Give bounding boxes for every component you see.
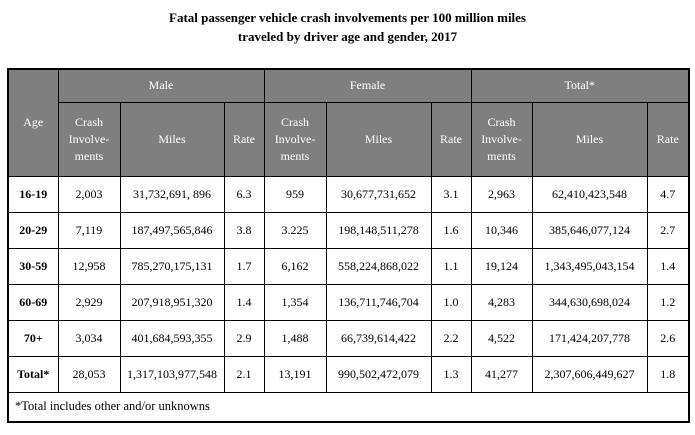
male-crash-cell: 28,053 bbox=[57, 356, 121, 394]
female-crash-involvements-header: Crash Involve-ments bbox=[263, 102, 327, 178]
male-rate-cell: 3.8 bbox=[223, 212, 265, 250]
age-cell: 70+ bbox=[7, 320, 59, 358]
female-miles-cell: 990,502,472,079 bbox=[325, 356, 432, 394]
male-crash-cell: 2,929 bbox=[57, 284, 121, 322]
female-miles-cell: 66,739,614,422 bbox=[325, 320, 432, 358]
male-miles-cell: 1,317,103,977,548 bbox=[119, 356, 225, 394]
male-group-header: Male bbox=[57, 68, 265, 104]
age-cell: 30-59 bbox=[7, 248, 59, 286]
table-footnote: *Total includes other and/or unknowns bbox=[7, 392, 690, 423]
total-crash-cell: 41,277 bbox=[470, 356, 533, 394]
female-rate-cell: 1.0 bbox=[430, 284, 472, 322]
table-row: 60-69 2,929 207,918,951,320 1.4 1,354 13… bbox=[7, 284, 690, 322]
male-crash-cell: 2,003 bbox=[57, 176, 121, 214]
female-rate-cell: 3.1 bbox=[430, 176, 472, 214]
male-rate-header: Rate bbox=[223, 102, 265, 178]
female-rate-header: Rate bbox=[430, 102, 472, 178]
female-rate-cell: 1.3 bbox=[430, 356, 472, 394]
page-title: Fatal passenger vehicle crash involvemen… bbox=[0, 0, 695, 47]
female-miles-cell: 136,711,746,704 bbox=[325, 284, 432, 322]
male-miles-cell: 31,732,691, 896 bbox=[119, 176, 225, 214]
total-crash-cell: 10,346 bbox=[470, 212, 533, 250]
title-line-1: Fatal passenger vehicle crash involvemen… bbox=[169, 10, 526, 25]
total-miles-header: Miles bbox=[531, 102, 648, 178]
total-rate-header: Rate bbox=[646, 102, 690, 178]
age-cell: Total* bbox=[7, 356, 59, 394]
male-miles-cell: 785,270,175,131 bbox=[119, 248, 225, 286]
age-cell: 60-69 bbox=[7, 284, 59, 322]
crash-rate-table: Age Male Female Total* Crash Involve-men… bbox=[7, 67, 691, 423]
table-row: 30-59 12,958 785,270,175,131 1.7 6,162 5… bbox=[7, 248, 690, 286]
age-cell: 16-19 bbox=[7, 176, 59, 214]
total-crash-cell: 4,522 bbox=[470, 320, 533, 358]
age-column-header: Age bbox=[7, 68, 59, 178]
male-crash-cell: 3,034 bbox=[57, 320, 121, 358]
male-miles-cell: 401,684,593,355 bbox=[119, 320, 225, 358]
female-rate-cell: 2.2 bbox=[430, 320, 472, 358]
total-miles-cell: 344,630,698,024 bbox=[531, 284, 648, 322]
total-rate-cell: 1.4 bbox=[646, 248, 690, 286]
sub-header-row: Crash Involve-ments Miles Rate Crash Inv… bbox=[8, 102, 690, 178]
total-rate-cell: 2.6 bbox=[646, 320, 690, 358]
total-rate-cell: 4.7 bbox=[646, 176, 690, 214]
female-crash-cell: 1,488 bbox=[263, 320, 327, 358]
table-row: 70+ 3,034 401,684,593,355 2.9 1,488 66,7… bbox=[7, 320, 690, 358]
female-crash-cell: 13,191 bbox=[263, 356, 327, 394]
male-crash-cell: 12,958 bbox=[57, 248, 121, 286]
total-crash-involvements-header: Crash Involve-ments bbox=[470, 102, 533, 178]
total-crash-cell: 4,283 bbox=[470, 284, 533, 322]
total-miles-cell: 385,646,077,124 bbox=[531, 212, 648, 250]
female-miles-cell: 198,148,511,278 bbox=[325, 212, 432, 250]
male-crash-cell: 7,119 bbox=[57, 212, 121, 250]
male-rate-cell: 2.1 bbox=[223, 356, 265, 394]
female-group-header: Female bbox=[263, 68, 472, 104]
footnote-row: *Total includes other and/or unknowns bbox=[7, 392, 690, 423]
total-rate-cell: 1.2 bbox=[646, 284, 690, 322]
total-miles-cell: 1,343,495,043,154 bbox=[531, 248, 648, 286]
total-crash-cell: 19,124 bbox=[470, 248, 533, 286]
total-miles-cell: 62,410,423,548 bbox=[531, 176, 648, 214]
female-crash-cell: 3.225 bbox=[263, 212, 327, 250]
male-crash-involvements-header: Crash Involve-ments bbox=[57, 102, 121, 178]
female-crash-cell: 1,354 bbox=[263, 284, 327, 322]
age-cell: 20-29 bbox=[7, 212, 59, 250]
female-crash-cell: 6,162 bbox=[263, 248, 327, 286]
male-rate-cell: 1.4 bbox=[223, 284, 265, 322]
table-row: 16-19 2,003 31,732,691, 896 6.3 959 30,6… bbox=[7, 176, 690, 214]
female-rate-cell: 1.6 bbox=[430, 212, 472, 250]
female-miles-header: Miles bbox=[325, 102, 432, 178]
total-rate-cell: 1.8 bbox=[646, 356, 690, 394]
table-row: Total* 28,053 1,317,103,977,548 2.1 13,1… bbox=[7, 356, 690, 394]
male-miles-cell: 207,918,951,320 bbox=[119, 284, 225, 322]
group-header-row: Age Male Female Total* bbox=[7, 68, 690, 178]
male-miles-cell: 187,497,565,846 bbox=[119, 212, 225, 250]
male-rate-cell: 1.7 bbox=[223, 248, 265, 286]
total-rate-cell: 2.7 bbox=[646, 212, 690, 250]
total-group-header: Total* bbox=[470, 68, 690, 104]
table-row: 20-29 7,119 187,497,565,846 3.8 3.225 19… bbox=[7, 212, 690, 250]
title-line-2: traveled by driver age and gender, 2017 bbox=[237, 28, 458, 44]
male-miles-header: Miles bbox=[119, 102, 225, 178]
male-rate-cell: 2.9 bbox=[223, 320, 265, 358]
female-miles-cell: 30,677,731,652 bbox=[325, 176, 432, 214]
total-crash-cell: 2,963 bbox=[470, 176, 533, 214]
female-miles-cell: 558,224,868,022 bbox=[325, 248, 432, 286]
total-miles-cell: 2,307,606,449,627 bbox=[531, 356, 648, 394]
male-rate-cell: 6.3 bbox=[223, 176, 265, 214]
female-crash-cell: 959 bbox=[263, 176, 327, 214]
female-rate-cell: 1.1 bbox=[430, 248, 472, 286]
total-miles-cell: 171,424,207,778 bbox=[531, 320, 648, 358]
